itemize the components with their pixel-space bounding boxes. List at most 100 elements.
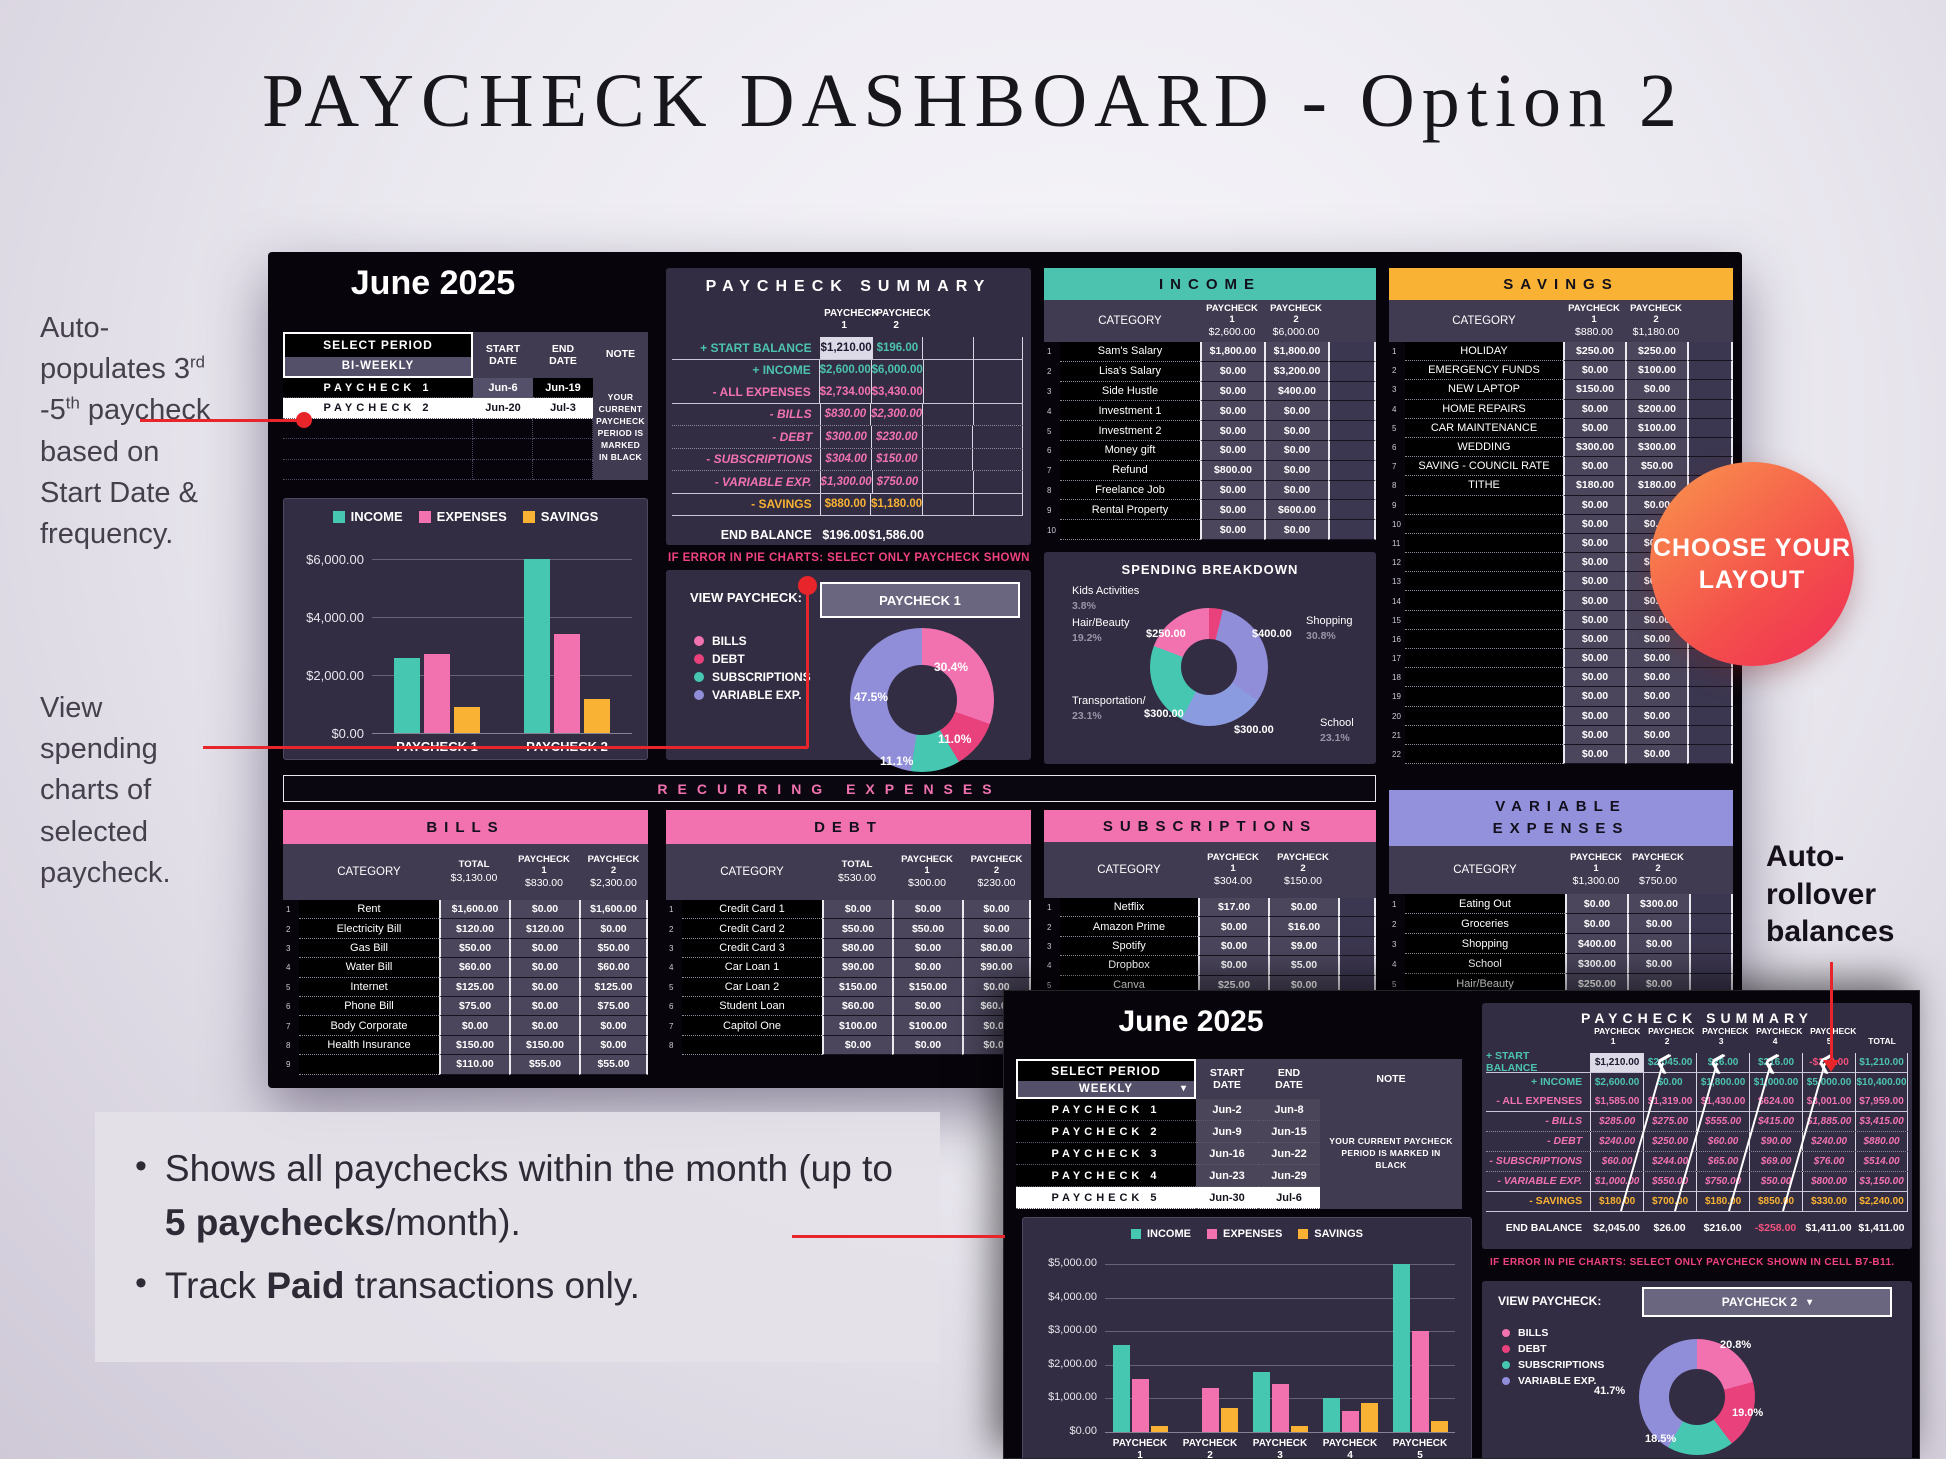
category-cell: [1405, 725, 1563, 745]
summary-value: $2,240.00: [1855, 1191, 1909, 1211]
summary-value-empty: [972, 471, 1024, 493]
summary-row: - DEBT $240.00 $250.00 $60.00 $90.00 $240.00 $…: [1486, 1131, 1909, 1152]
category-cell: Groceries: [1405, 914, 1565, 934]
category-cell: [1405, 553, 1563, 573]
slice-pct: 30.8%: [1306, 629, 1336, 642]
table-header-row: CATEGORY TOTAL $530.00 PAYCHECK 1 $300.00 PAY…: [666, 844, 1031, 900]
value-cell: $180.00: [1563, 476, 1625, 496]
summary-row: + INCOME $2,600.00 $0.00 $1,800.00 $1,000.00…: [1486, 1072, 1909, 1092]
row-number: 1: [1392, 899, 1397, 909]
value-cell: $9.00: [1268, 936, 1338, 957]
spacer-cell: [1689, 954, 1733, 974]
value-cell: $75.00: [439, 996, 509, 1017]
end-balance-value-empty: [973, 523, 1023, 547]
frequency-dropdown[interactable]: WEEKLY ▾: [1018, 1080, 1194, 1097]
spacer-cell: [1687, 687, 1733, 707]
summary-value-empty: [972, 359, 1023, 381]
summary-value: $550.00: [1643, 1171, 1696, 1191]
category-cell: [1060, 520, 1200, 540]
spacer-column: [1689, 846, 1733, 894]
spacer-cell: [1328, 401, 1376, 422]
value-cell: $0.00: [1198, 956, 1268, 976]
category-cell: Rent: [299, 900, 439, 920]
gridline: [1105, 1331, 1455, 1333]
summary-row-label: - DEBT: [1547, 1135, 1583, 1148]
annotation-text: paycheck based on Start Date & frequency…: [40, 394, 211, 550]
gridline: [372, 733, 632, 734]
value-cell: $125.00: [439, 977, 509, 997]
summary-value: $285.00: [1590, 1111, 1643, 1131]
legend-dot: [1502, 1345, 1510, 1353]
legend-item: SUBSCRIPTIONS: [1502, 1357, 1604, 1373]
summary-row-label: - VARIABLE EXP.: [714, 474, 812, 489]
value-cell: $1,600.00: [439, 900, 509, 920]
value-column-header: PAYCHECK 2 $750.00: [1627, 846, 1689, 894]
column-total: $2,600.00: [1208, 325, 1256, 338]
donut-label-debt: 19.0%: [1732, 1407, 1764, 1419]
feature-bullets: • Shows all paychecks within the month (u…: [95, 1112, 940, 1362]
value-cell: $0.00: [1563, 361, 1625, 381]
summary-row-label: + START BALANCE: [700, 340, 812, 355]
column-label: PAYCHECK 1: [1568, 303, 1620, 325]
summary-column-header: PAYCHECK 5: [1810, 1026, 1857, 1045]
value-cell: $0.00: [1563, 591, 1625, 611]
donut-label-bills: 20.8%: [1720, 1339, 1752, 1351]
empty-cell: [283, 459, 473, 480]
donut-label-subscriptions: 11.1%: [880, 754, 914, 768]
summary-value-empty: [922, 403, 972, 425]
value-cell: $0.00: [579, 1035, 648, 1056]
bar-savings: [1220, 1408, 1238, 1432]
value-cell: $0.00: [1264, 401, 1328, 422]
row-number: 6: [286, 1002, 291, 1012]
summary-value: $50.00: [1749, 1171, 1802, 1191]
value-cell: $0.00: [579, 919, 648, 939]
value-cell: $200.00: [1625, 399, 1687, 419]
select-period-box: SELECT PERIOD WEEKLY ▾: [1016, 1059, 1196, 1099]
summary-value: $69.00: [1749, 1151, 1802, 1171]
value-cell: $0.00: [822, 1035, 892, 1056]
legend-swatch: [418, 510, 431, 523]
paycheck-summary-title: PAYCHECK SUMMARY: [1581, 1010, 1813, 1026]
end-balance-value: $2,045.00: [1593, 1222, 1640, 1235]
category-column-header: CATEGORY: [1098, 315, 1162, 327]
category-cell: Investment 2: [1060, 421, 1200, 441]
bar-expenses: [1271, 1383, 1289, 1432]
summary-value: $1,000.00: [1749, 1072, 1802, 1092]
row-number-spacer: [1389, 846, 1405, 894]
spending-breakdown-title: SPENDING BREAKDOWN: [1121, 562, 1299, 577]
view-paycheck-panel: VIEW PAYCHECK: PAYCHECK 1 BILLS DEBT SUBSC…: [666, 570, 1031, 772]
superscript: rd: [189, 352, 205, 372]
category-cell: Sam's Salary: [1060, 342, 1200, 362]
value-cell: $0.00: [1563, 687, 1625, 707]
view-paycheck-dropdown[interactable]: PAYCHECK 1: [820, 582, 1020, 618]
column-total: $2,300.00: [590, 876, 637, 889]
value-column-header: TOTAL $530.00: [822, 844, 892, 900]
category-column-header: CATEGORY: [337, 866, 401, 878]
note-column: NOTE YOUR CURRENT PAYCHECK PERIOD IS MARK…: [593, 332, 648, 480]
frequency-dropdown[interactable]: BI-WEEKLY: [285, 356, 471, 376]
view-paycheck-dropdown[interactable]: PAYCHECK 2 ▾: [1642, 1287, 1892, 1317]
bullet-text: Shows all paychecks within the month (up…: [165, 1142, 900, 1249]
column-total: $530.00: [838, 871, 876, 884]
value-cell: $90.00: [962, 958, 1031, 978]
empty-cell: [473, 439, 533, 460]
row-number: 20: [1392, 711, 1401, 721]
row-number: 8: [669, 1040, 674, 1050]
chevron-down-icon: ▾: [1180, 1083, 1187, 1095]
summary-value: $304.00: [820, 448, 871, 470]
summary-value: $240.00: [1590, 1131, 1643, 1151]
value-cell: $0.00: [1625, 706, 1687, 726]
bar-savings: [454, 707, 480, 733]
value-cell: $0.00: [962, 919, 1031, 939]
value-cell: $0.00: [1563, 649, 1625, 669]
row-number: 1: [286, 905, 291, 915]
row-number: 8: [1392, 481, 1397, 491]
value-cell: $0.00: [1563, 514, 1625, 534]
summary-value-empty: [922, 337, 972, 359]
dashboard-weekly: June 2025 SELECT PERIOD WEEKLY ▾ START DATE…: [1003, 990, 1920, 1459]
value-cell: $0.00: [1563, 553, 1625, 573]
paycheck-row-label: PAYCHECK 2: [1016, 1121, 1196, 1143]
bar-expenses: [554, 633, 580, 733]
summary-value: $330.00: [1802, 1191, 1855, 1211]
